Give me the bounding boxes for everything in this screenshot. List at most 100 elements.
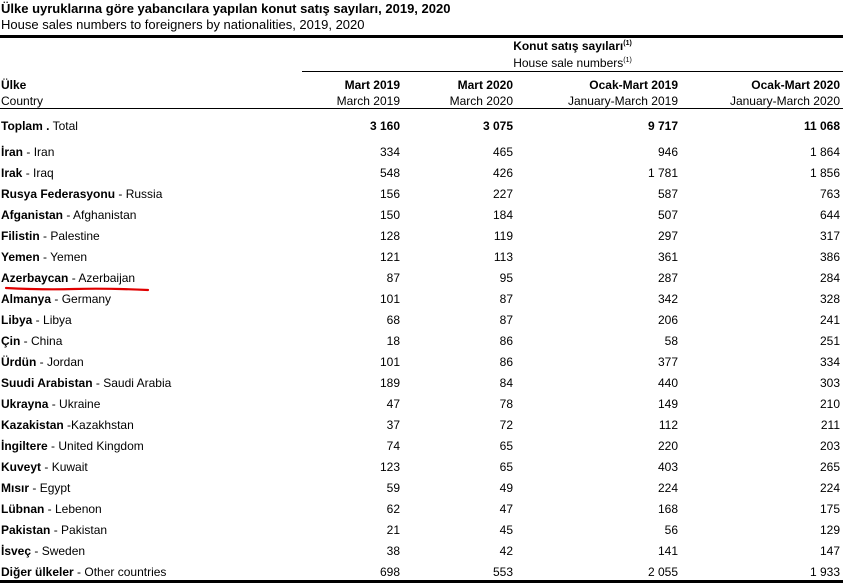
cell-value: 507 xyxy=(657,208,678,222)
cell-value: 101 xyxy=(379,355,400,369)
table-row: Kazakistan -Kazakhstan 37 72 112 211 xyxy=(0,418,859,436)
separator: - xyxy=(36,355,47,369)
cell-value: 113 xyxy=(493,250,513,264)
cell-value: 87 xyxy=(386,271,400,285)
country-name-tr: Filistin xyxy=(1,229,40,243)
cell-value: 342 xyxy=(657,292,678,306)
cell-value: 334 xyxy=(819,355,840,369)
cell-value: 65 xyxy=(499,460,513,474)
country-label: İngiltere - United Kingdom xyxy=(1,439,144,453)
separator: - xyxy=(68,271,79,285)
country-name-en: Libya xyxy=(43,313,72,327)
table-row: Diğer ülkeler - Other countries 698 553 2 0… xyxy=(0,565,859,583)
country-name-en: Iraq xyxy=(33,166,54,180)
country-name-tr: Suudi Arabistan xyxy=(1,376,93,390)
country-name-en: China xyxy=(31,334,63,348)
separator: - xyxy=(32,313,44,327)
cell-value: 946 xyxy=(657,145,678,159)
cell-value: 21 xyxy=(386,523,400,537)
country-label: Ukrayna - Ukraine xyxy=(1,397,100,411)
cell-value: 644 xyxy=(819,208,840,222)
total-row: Toplam . Total 3 160 3 075 9 717 11 068 xyxy=(0,119,859,137)
country-name-en: Kuwait xyxy=(51,460,88,474)
header-rule xyxy=(0,108,843,109)
country-name-tr: İsveç xyxy=(1,544,32,558)
cell-value: 465 xyxy=(492,145,513,159)
cell-value: 287 xyxy=(657,271,678,285)
table-row: Pakistan - Pakistan 21 45 56 129 xyxy=(0,523,859,541)
separator: - xyxy=(41,460,52,474)
cell-value: 121 xyxy=(379,250,400,264)
red-underline-annotation xyxy=(4,286,150,292)
cell-value: 211 xyxy=(820,418,840,432)
cell-value: 150 xyxy=(379,208,400,222)
cell-value: 328 xyxy=(819,292,840,306)
cell-value: 141 xyxy=(657,544,678,558)
table-row: İngiltere - United Kingdom 74 65 220 203 xyxy=(0,439,859,457)
table-row: Afganistan - Afghanistan 150 184 507 644 xyxy=(0,208,859,226)
country-name-tr: Yemen xyxy=(1,250,40,264)
cell-value: 440 xyxy=(657,376,678,390)
cell-value: 168 xyxy=(657,502,678,516)
country-name-tr: Rusya Federasyonu xyxy=(1,187,116,201)
separator: - xyxy=(22,166,34,180)
cell-value: 74 xyxy=(386,439,400,453)
country-label: İran - Iran xyxy=(1,145,54,159)
country-label: Kuveyt - Kuwait xyxy=(1,460,88,474)
country-name-en: Saudi Arabia xyxy=(103,376,172,390)
country-label: Çin - China xyxy=(1,334,62,348)
cell-value: 112 xyxy=(658,418,678,432)
cell-value: 386 xyxy=(819,250,840,264)
column-header-en: January-March 2019 xyxy=(567,94,678,108)
column-header-en: March 2019 xyxy=(336,94,400,108)
country-name-en: United Kingdom xyxy=(58,439,144,453)
country-name-en: Egypt xyxy=(39,481,71,495)
cell-value: 1 933 xyxy=(809,565,840,579)
column-header-tr: Mart 2019 xyxy=(344,78,400,92)
total-label-tr: Toplam . xyxy=(1,119,50,133)
country-name-en: Sweden xyxy=(41,544,86,558)
country-label: Pakistan - Pakistan xyxy=(1,523,107,537)
country-name-tr: Afganistan xyxy=(1,208,64,222)
table-row: Kuveyt - Kuwait 123 65 403 265 xyxy=(0,460,859,478)
country-name-tr: Ürdün xyxy=(1,355,37,369)
cell-value: 84 xyxy=(499,376,513,390)
cell-value: 303 xyxy=(819,376,840,390)
cell-value: 49 xyxy=(499,481,513,495)
column-header-tr: Ocak-Mart 2019 xyxy=(589,78,678,92)
country-name-en: Russia xyxy=(125,187,163,201)
table-row: Çin - China 18 86 58 251 xyxy=(0,334,859,352)
cell-value: 426 xyxy=(492,166,513,180)
cell-value: 763 xyxy=(819,187,840,201)
total-value: 3 160 xyxy=(369,119,400,133)
cell-value: 203 xyxy=(819,439,840,453)
country-name-en: Pakistan xyxy=(61,523,108,537)
column-header-tr: Mart 2020 xyxy=(457,78,513,92)
cell-value: 86 xyxy=(499,355,513,369)
cell-value: 553 xyxy=(492,565,513,579)
country-name-en: Iran xyxy=(33,145,55,159)
cell-value: 87 xyxy=(499,313,513,327)
table-row: Suudi Arabistan - Saudi Arabia 189 84 440 30… xyxy=(0,376,859,394)
cell-value: 37 xyxy=(386,418,400,432)
separator: - xyxy=(63,418,72,432)
separator: - xyxy=(63,208,74,222)
country-name-tr: Mısır xyxy=(1,481,30,495)
cell-value: 377 xyxy=(657,355,678,369)
country-label: Libya - Libya xyxy=(1,313,72,327)
country-label: Almanya - Germany xyxy=(1,292,111,306)
cell-value: 189 xyxy=(379,376,400,390)
cell-value: 47 xyxy=(386,397,400,411)
country-label: Filistin - Palestine xyxy=(1,229,100,243)
country-name-tr: Kuveyt xyxy=(1,460,42,474)
country-label: Suudi Arabistan - Saudi Arabia xyxy=(1,376,171,390)
country-label: Rusya Federasyonu - Russia xyxy=(1,187,162,201)
column-header-tr: Ocak-Mart 2020 xyxy=(751,78,840,92)
country-name-tr: Almanya xyxy=(1,292,52,306)
country-name-en: Other countries xyxy=(84,565,167,579)
table-row: İsveç - Sweden 38 42 141 147 xyxy=(0,544,859,562)
cell-value: 119 xyxy=(493,229,513,243)
cell-value: 87 xyxy=(499,292,513,306)
country-name-tr: Çin xyxy=(1,334,21,348)
column-header-en: March 2020 xyxy=(449,94,513,108)
